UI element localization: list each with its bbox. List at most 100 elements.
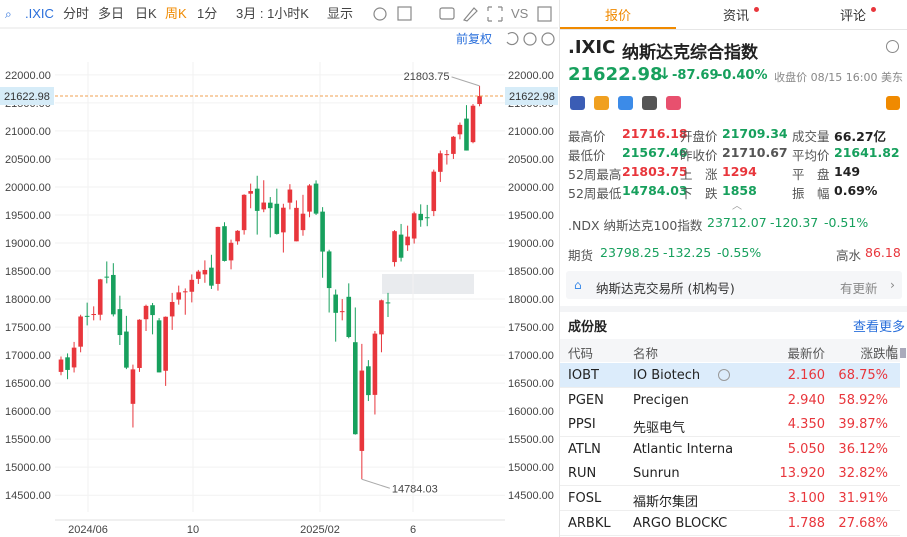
last-price: 3.100 xyxy=(787,491,825,506)
badge-icon[interactable] xyxy=(666,96,681,110)
candle-body xyxy=(222,226,227,261)
reset-icon[interactable] xyxy=(506,31,519,46)
min-pointer xyxy=(361,478,390,489)
watch-icon[interactable] xyxy=(718,369,730,381)
candle-body xyxy=(339,311,345,313)
related-price: 23712.07 xyxy=(707,215,767,230)
pen-icon[interactable] xyxy=(462,7,478,22)
y-tick-label: 17000.00 xyxy=(508,350,554,362)
related-price: 23798.25 xyxy=(600,245,660,260)
y-tick-label: 18000.00 xyxy=(508,294,554,306)
candle-body xyxy=(150,305,155,316)
candle-body xyxy=(300,213,306,231)
zoom-out[interactable] xyxy=(523,32,537,46)
stat-label: 开盘价 xyxy=(680,129,718,144)
related-name[interactable]: 期货 xyxy=(568,248,594,263)
index-name: 纳斯达克综合指数 xyxy=(622,43,758,63)
candle-body xyxy=(163,316,168,371)
candle-body xyxy=(333,294,338,313)
stock-code: ATLN xyxy=(568,441,601,457)
last-price: 5.050 xyxy=(787,441,825,457)
y-tick-label: 19000.00 xyxy=(5,238,51,250)
row-bg[interactable] xyxy=(560,461,900,487)
y-tick-label: 20000.00 xyxy=(5,182,51,194)
row-bg[interactable] xyxy=(560,510,900,536)
search-icon: ⌕ xyxy=(5,7,12,21)
fullscreen-icon[interactable] xyxy=(487,6,503,22)
related-change: -132.25 xyxy=(663,245,712,260)
stat-label: 52周最低 xyxy=(568,186,622,201)
last-price-tag xyxy=(0,87,54,106)
candle-body xyxy=(424,217,430,219)
related-name[interactable]: .NDX 纳斯达克100指数 xyxy=(568,218,703,233)
camera-icon[interactable] xyxy=(439,7,455,20)
period-tab[interactable]: 分时 xyxy=(63,6,89,21)
period-tab[interactable]: 多日 xyxy=(98,6,124,21)
y-tick-label: 21000.00 xyxy=(5,126,51,138)
stat-value: 1858 xyxy=(722,183,757,198)
candle-body xyxy=(78,316,83,347)
panel-tab[interactable]: 报价 xyxy=(604,9,631,24)
y-tick-label: 22000.00 xyxy=(5,70,51,82)
stat-label: 最高价 xyxy=(568,129,606,144)
candle-body xyxy=(104,276,110,278)
column-header[interactable]: 涨跌幅 xyxy=(860,346,898,361)
stat-label: 下 跌 xyxy=(680,186,718,201)
candle-body xyxy=(202,269,208,275)
symbol: .IXIC xyxy=(568,37,616,58)
quote-panel: 报价 资讯 评论 .IXIC 纳斯达克综合指数 21622.98 ↓ -87.69 -0.40%… xyxy=(559,0,907,537)
badge-icon[interactable] xyxy=(570,96,585,110)
change-pct: 31.91% xyxy=(838,491,888,506)
more-link[interactable]: 查看更多 xyxy=(852,320,905,335)
candle-body xyxy=(346,296,352,337)
settings-icon[interactable] xyxy=(373,7,387,21)
candle-body xyxy=(287,189,293,203)
panel-icon[interactable] xyxy=(537,6,552,22)
badge-icon[interactable] xyxy=(618,96,633,110)
period-tab[interactable]: 日K xyxy=(135,6,157,21)
toolbar-icons xyxy=(373,6,555,46)
candle-body xyxy=(359,370,365,451)
period-tab[interactable]: 显示 xyxy=(327,6,353,21)
candle-body xyxy=(254,188,260,211)
row-bg[interactable] xyxy=(560,412,900,438)
max-label: 21803.75 xyxy=(404,71,450,83)
tab-underline xyxy=(560,27,676,29)
period-tab[interactable]: 1分 xyxy=(197,6,217,21)
candle-body xyxy=(464,118,469,151)
row-bg[interactable] xyxy=(560,436,900,462)
box-icon[interactable] xyxy=(397,6,412,21)
column-header[interactable]: 最新价 xyxy=(787,346,825,361)
y-tick-label: 15500.00 xyxy=(508,434,554,446)
badge-icon[interactable] xyxy=(594,96,609,110)
change-pct: 58.92% xyxy=(838,392,888,408)
candle-body xyxy=(438,153,443,172)
panel-tab[interactable]: 资讯 xyxy=(722,9,749,24)
badge-icon[interactable] xyxy=(642,96,657,110)
exchange-box[interactable] xyxy=(566,271,902,299)
stock-name: Precigen xyxy=(633,392,689,408)
vs-button[interactable]: VS xyxy=(511,6,529,21)
panel-tab[interactable]: 评论 xyxy=(839,9,866,24)
stat-value: 149 xyxy=(834,164,861,179)
y-tick-label: 19500.00 xyxy=(508,210,554,222)
settings-icon[interactable] xyxy=(886,40,899,53)
stat-label: 52周最高 xyxy=(568,167,622,182)
zoom-in[interactable] xyxy=(541,32,555,46)
last-price-label: 21622.98 xyxy=(4,91,50,103)
stock-name: IO Biotech xyxy=(633,368,701,383)
candle-body xyxy=(470,105,476,143)
row-bg[interactable] xyxy=(560,486,900,511)
candle-body xyxy=(209,267,214,286)
row-bg[interactable] xyxy=(560,387,900,413)
period-tab[interactable]: 3月 : 1小时K xyxy=(236,6,309,21)
max-pointer xyxy=(451,76,480,87)
stock-code: ARBKL xyxy=(568,515,611,531)
candle-body xyxy=(405,236,410,246)
row-bg[interactable] xyxy=(560,363,900,388)
period-tab[interactable]: 周K xyxy=(165,6,187,21)
stat-value: 0.69% xyxy=(834,183,878,198)
y-tick-label: 20500.00 xyxy=(5,154,51,166)
alert-icon[interactable] xyxy=(886,96,900,110)
